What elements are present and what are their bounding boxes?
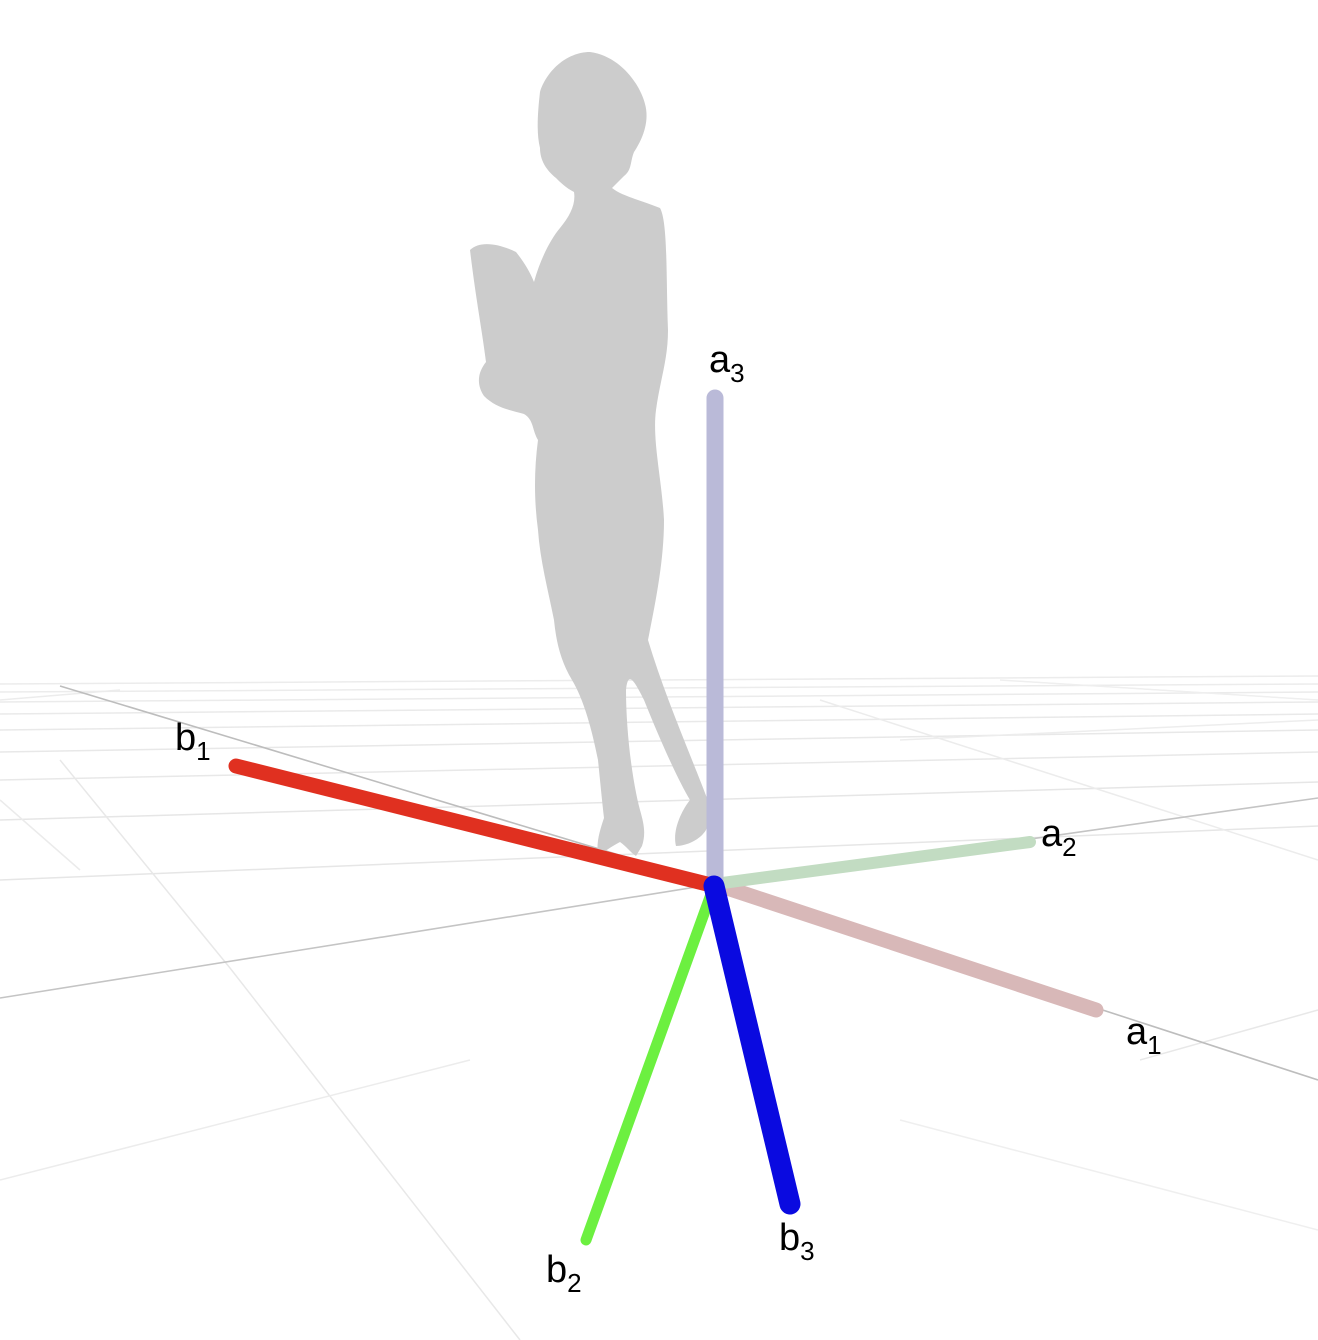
axis-b1 xyxy=(228,758,723,894)
axis-b2 xyxy=(580,880,720,1246)
standing-woman-silhouette-icon xyxy=(470,52,712,856)
label-a3: a3 xyxy=(709,339,745,388)
axis-a2 xyxy=(709,836,1036,890)
label-a1: a1 xyxy=(1126,1011,1162,1060)
label-b1: b1 xyxy=(175,717,211,766)
label-b3: b3 xyxy=(779,1217,815,1266)
frame-b-axes xyxy=(228,758,801,1246)
axis-b3 xyxy=(703,875,801,1215)
ground-grid xyxy=(0,675,1318,1340)
label-b2: b2 xyxy=(546,1249,582,1298)
frame-a-axes xyxy=(706,389,1104,1018)
label-a2: a2 xyxy=(1041,813,1077,862)
axis-a1 xyxy=(707,876,1104,1018)
